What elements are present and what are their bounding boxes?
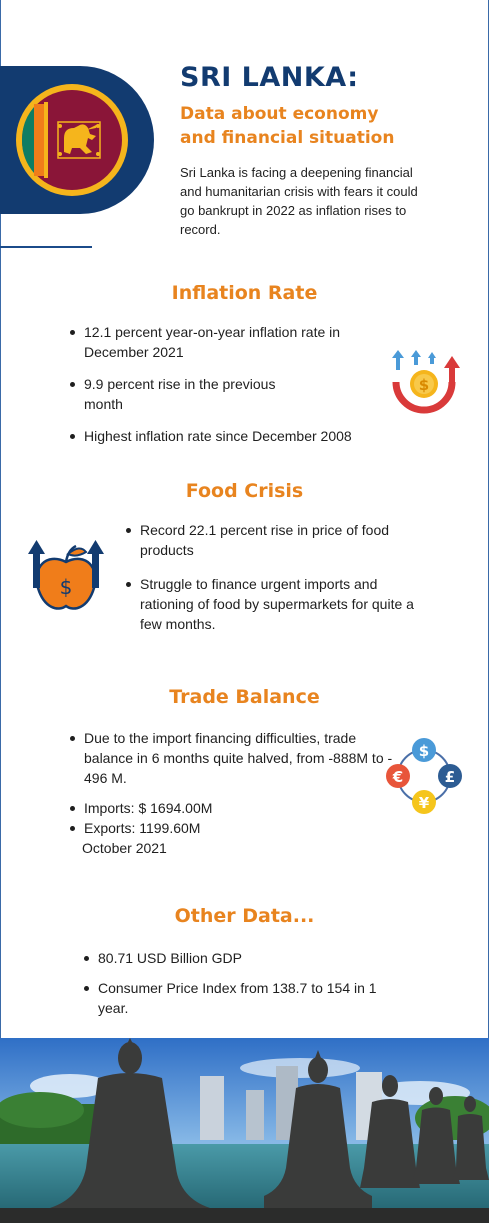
trade-section-title: Trade Balance	[169, 686, 320, 708]
other-section-title: Other Data...	[174, 905, 315, 927]
other-list: 80.71 USD Billion GDP Consumer Price Ind…	[82, 948, 382, 1018]
svg-text:£: £	[445, 768, 455, 786]
currency-exchange-icon: $ £ ¥ €	[384, 736, 464, 821]
other-item: Consumer Price Index from 138.7 to 154 i…	[82, 978, 382, 1018]
svg-text:¥: ¥	[419, 794, 430, 812]
frame-left-border	[0, 0, 1, 1040]
food-section-title: Food Crisis	[185, 480, 304, 502]
svg-text:$: $	[419, 742, 429, 760]
svg-text:$: $	[60, 575, 73, 599]
trade-list: Due to the import financing difficulties…	[68, 728, 408, 838]
inflation-item: 12.1 percent year-on-year inflation rate…	[68, 322, 378, 362]
inflation-section-title: Inflation Rate	[171, 282, 318, 304]
sri-lanka-flag-icon	[0, 66, 154, 214]
trade-item: Exports: 1199.60M	[68, 818, 408, 838]
food-item: Record 22.1 percent rise in price of foo…	[124, 520, 424, 560]
svg-text:€: €	[392, 768, 403, 786]
trade-item: Imports: $ 1694.00M	[68, 798, 408, 818]
intro-paragraph: Sri Lanka is facing a deepening financia…	[180, 165, 418, 237]
page-title: SRI LANKA:	[180, 62, 359, 93]
svg-text:$: $	[419, 376, 429, 394]
trade-date-note: October 2021	[82, 840, 167, 856]
other-item: 80.71 USD Billion GDP	[82, 948, 382, 968]
inflation-item: 9.9 percent rise in the previous month	[68, 374, 303, 414]
page-subtitle: Data about economy and financial situati…	[180, 104, 395, 148]
food-list: Record 22.1 percent rise in price of foo…	[124, 520, 424, 634]
inflation-item: Highest inflation rate since December 20…	[68, 426, 378, 446]
food-item: Struggle to finance urgent imports and r…	[124, 574, 424, 634]
coin-arrows-icon: $	[388, 348, 460, 425]
header-divider	[0, 246, 92, 248]
apple-price-icon: $	[28, 540, 104, 619]
buddha-statues-photo	[0, 1038, 489, 1223]
inflation-list: 12.1 percent year-on-year inflation rate…	[68, 322, 378, 446]
trade-item: Due to the import financing difficulties…	[68, 728, 408, 788]
